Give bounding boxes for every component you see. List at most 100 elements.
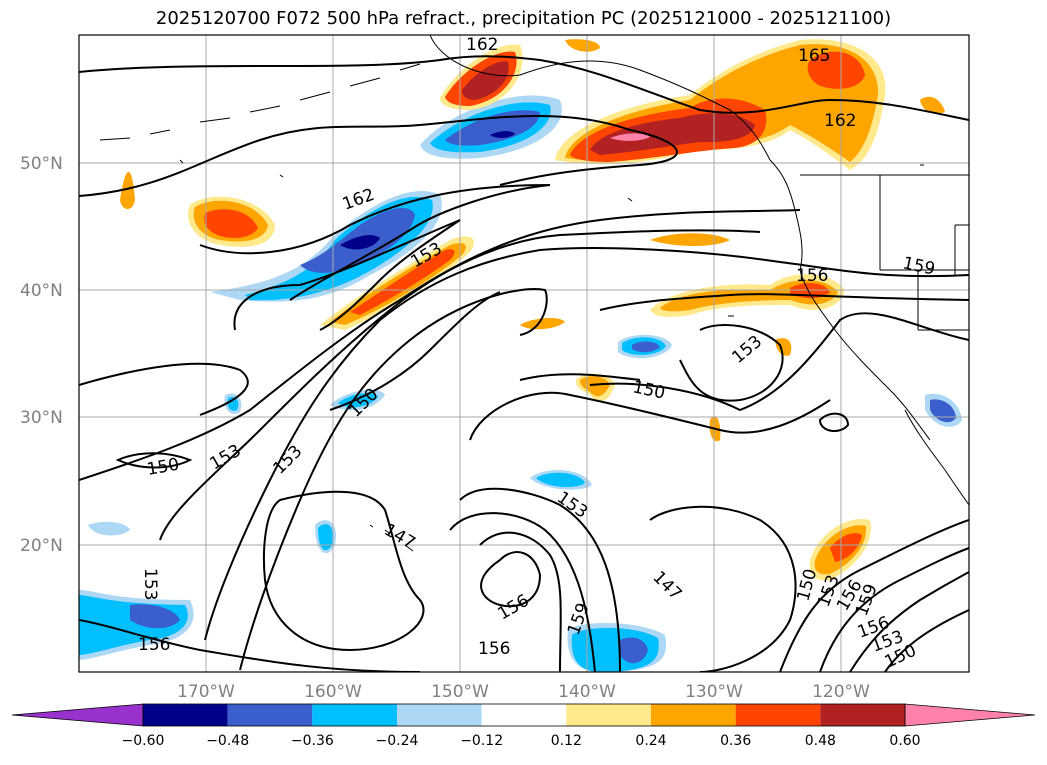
lat-tick-label: 30°N — [20, 408, 63, 428]
us-west-coast — [799, 269, 931, 441]
contour-line — [849, 571, 969, 672]
contour-line — [159, 229, 761, 541]
colorbar-segment — [227, 704, 313, 726]
pos-anomaly-region — [610, 133, 650, 141]
shading-layer — [79, 39, 962, 672]
pos-anomaly-region — [520, 318, 565, 330]
colorbar-tick-label: −0.12 — [460, 733, 503, 749]
colorbar-tick-label: −0.24 — [376, 733, 419, 749]
gridlines — [79, 35, 969, 672]
colorbar-tick-label: −0.60 — [122, 733, 165, 749]
lon-tick-label: 160°W — [304, 682, 362, 702]
colorbar-tick-label: −0.48 — [206, 733, 249, 749]
contour-line — [79, 209, 801, 481]
colorbar-tick-label: 0.24 — [635, 733, 666, 749]
contour-line — [79, 55, 969, 121]
baja-coast — [904, 409, 969, 506]
contour-label: 162 — [824, 111, 856, 131]
lat-tick-label: 40°N — [20, 281, 63, 301]
pos-anomaly-region — [565, 39, 600, 52]
lon-tick-label: 130°W — [685, 682, 743, 702]
neg-anomaly-region — [340, 235, 380, 250]
contour-line — [649, 505, 797, 672]
chart-title: 2025120700 F072 500 hPa refract., precip… — [155, 8, 892, 29]
pos-anomaly-region — [462, 61, 509, 100]
colorbar-extend-high — [904, 703, 1036, 727]
contour-label: 156 — [478, 639, 510, 659]
colorbar-segment — [735, 704, 821, 726]
neg-anomaly-region — [88, 521, 130, 536]
contour-line — [79, 362, 249, 416]
contour-line — [779, 519, 969, 672]
contour-label: 165 — [798, 46, 830, 66]
contour-label: 156 — [796, 266, 828, 286]
contour-line — [199, 184, 551, 301]
lat-tick-label: 50°N — [20, 154, 63, 174]
contour-line — [519, 373, 641, 381]
contour-line — [469, 391, 831, 441]
neg-anomaly-region — [632, 341, 660, 353]
colorbar-segment — [651, 704, 736, 726]
neg-anomaly-region — [445, 110, 540, 146]
colorbar-tick-label: −0.36 — [291, 733, 334, 749]
contour-label: 153 — [140, 568, 160, 600]
lon-tick-label: 120°W — [812, 682, 870, 702]
contour-line — [589, 312, 969, 412]
contour-line — [262, 490, 425, 652]
contour-line — [115, 452, 193, 469]
alaska-coast — [429, 35, 771, 161]
colorbar-segment — [820, 704, 905, 726]
colorbar-segment — [481, 704, 567, 726]
contour-line — [233, 219, 461, 331]
colorbar-tick-label: 0.48 — [805, 733, 836, 749]
plot-frame — [78, 34, 970, 673]
pos-anomaly-region — [807, 51, 865, 89]
lat-tick-label: 20°N — [20, 536, 63, 556]
contour-line — [204, 247, 969, 641]
neg-anomaly-region — [318, 524, 333, 551]
pos-anomaly-region — [350, 249, 455, 315]
lon-tick-label: 150°W — [431, 682, 489, 702]
neg-anomaly-region — [536, 472, 585, 488]
neg-anomaly-region — [130, 604, 180, 629]
lon-tick-label: 170°W — [177, 682, 235, 702]
contour-line — [79, 619, 421, 672]
pos-anomaly-region — [775, 338, 792, 356]
pos-anomaly-region — [650, 233, 730, 246]
pos-anomaly-region — [204, 209, 258, 238]
contour-line — [479, 531, 562, 672]
pos-anomaly-region — [920, 96, 945, 114]
pos-anomaly-region — [830, 533, 862, 562]
contour-line — [459, 487, 621, 672]
colorbar-tick-label: 0.36 — [720, 733, 751, 749]
lon-axis: 170°W 160°W 150°W 140°W 130°W 120°W — [177, 682, 870, 702]
neg-anomaly-region — [930, 399, 956, 423]
contour-line — [449, 512, 596, 672]
contour-line — [884, 609, 969, 672]
contour-label: 162 — [466, 35, 498, 55]
colorbar-segment — [397, 704, 482, 726]
colorbar-tick-label: 0.12 — [551, 733, 582, 749]
neg-anomaly-region — [620, 637, 648, 664]
colorbar-segment — [143, 704, 228, 726]
contour-line — [679, 324, 784, 402]
map-plot-area: 162 165 162 162 153 159 156 153 150 150 … — [79, 35, 969, 672]
contour-line — [599, 293, 969, 311]
colorbar-tick-label: 0.60 — [889, 733, 920, 749]
coastlines — [99, 35, 969, 552]
colorbar-extend-low — [11, 703, 144, 727]
pacific-islands — [179, 159, 924, 317]
pos-anomaly-region — [120, 171, 135, 209]
lat-axis: 50°N 40°N 30°N 20°N — [20, 154, 63, 556]
colorbar-segment — [312, 704, 397, 726]
contour-lines — [79, 55, 969, 672]
state-borders — [879, 175, 969, 331]
hawaii-islands — [369, 524, 414, 552]
contour-line — [819, 547, 969, 672]
colorbar-frame — [142, 703, 906, 727]
contour-label: 156 — [138, 635, 170, 655]
contour-line — [239, 288, 548, 671]
aleutian-chain — [99, 63, 421, 141]
lon-tick-label: 140°W — [558, 682, 616, 702]
